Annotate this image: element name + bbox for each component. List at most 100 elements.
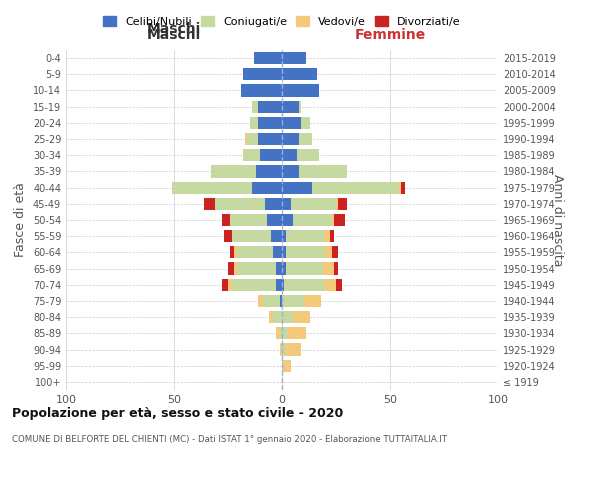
Bar [290, 198, 336, 210]
Bar [286, 246, 325, 258]
Bar [243, 68, 282, 80]
Bar [299, 133, 312, 145]
Text: Popolazione per età, sesso e stato civile - 2020: Popolazione per età, sesso e stato civil… [12, 408, 343, 420]
Bar [172, 182, 252, 194]
Bar [282, 214, 293, 226]
Bar [293, 214, 332, 226]
Bar [258, 133, 282, 145]
Bar [329, 230, 334, 242]
Bar [228, 278, 232, 291]
Bar [274, 311, 282, 323]
Bar [252, 182, 282, 194]
Text: Maschi: Maschi [147, 28, 201, 42]
Bar [304, 295, 321, 307]
Bar [263, 295, 280, 307]
Bar [245, 133, 247, 145]
Bar [250, 117, 258, 129]
Bar [325, 246, 332, 258]
Bar [282, 262, 286, 274]
Bar [228, 262, 235, 274]
Bar [275, 262, 282, 274]
Bar [336, 198, 338, 210]
Bar [299, 100, 301, 112]
Bar [282, 182, 312, 194]
Bar [211, 166, 256, 177]
Bar [258, 117, 282, 129]
Bar [221, 278, 228, 291]
Bar [398, 182, 401, 194]
Bar [232, 278, 275, 291]
Text: Femmine: Femmine [355, 28, 425, 42]
Bar [282, 198, 290, 210]
Bar [282, 52, 306, 64]
Bar [254, 52, 282, 64]
Bar [284, 360, 290, 372]
Bar [284, 278, 325, 291]
Bar [286, 262, 323, 274]
Bar [282, 360, 284, 372]
Bar [267, 214, 282, 226]
Bar [282, 278, 284, 291]
Bar [286, 344, 301, 355]
Bar [274, 246, 282, 258]
Bar [299, 166, 347, 177]
Bar [282, 295, 304, 307]
Bar [256, 166, 282, 177]
Bar [289, 328, 306, 340]
Bar [275, 278, 282, 291]
Bar [334, 214, 344, 226]
Bar [275, 328, 280, 340]
Text: Maschi: Maschi [147, 22, 201, 36]
Bar [252, 100, 258, 112]
Bar [325, 230, 329, 242]
Bar [282, 166, 299, 177]
Bar [269, 311, 274, 323]
Bar [312, 182, 398, 194]
Bar [332, 214, 334, 226]
Bar [282, 100, 299, 112]
Bar [204, 198, 215, 210]
Bar [271, 230, 282, 242]
Bar [336, 278, 343, 291]
Bar [236, 262, 275, 274]
Bar [280, 295, 282, 307]
Bar [325, 278, 336, 291]
Bar [286, 230, 325, 242]
Y-axis label: Anni di nascita: Anni di nascita [551, 174, 564, 266]
Legend: Celibi/Nubili, Coniugati/e, Vedovi/e, Divorziati/e: Celibi/Nubili, Coniugati/e, Vedovi/e, Di… [99, 12, 465, 31]
Bar [265, 198, 282, 210]
Bar [235, 262, 236, 274]
Bar [282, 311, 293, 323]
Bar [230, 246, 235, 258]
Bar [338, 198, 347, 210]
Bar [232, 230, 271, 242]
Bar [243, 149, 260, 162]
Bar [401, 182, 405, 194]
Bar [282, 133, 299, 145]
Bar [258, 295, 263, 307]
Bar [258, 100, 282, 112]
Bar [235, 246, 236, 258]
Bar [282, 68, 317, 80]
Bar [224, 230, 232, 242]
Bar [236, 246, 274, 258]
Bar [282, 344, 286, 355]
Bar [297, 149, 319, 162]
Bar [221, 214, 230, 226]
Bar [241, 84, 282, 96]
Bar [247, 133, 258, 145]
Bar [293, 311, 310, 323]
Bar [215, 198, 265, 210]
Bar [323, 262, 334, 274]
Bar [282, 328, 289, 340]
Y-axis label: Fasce di età: Fasce di età [14, 182, 27, 258]
Bar [282, 117, 301, 129]
Bar [332, 246, 338, 258]
Bar [282, 230, 286, 242]
Bar [280, 328, 282, 340]
Bar [301, 117, 310, 129]
Text: COMUNE DI BELFORTE DEL CHIENTI (MC) - Dati ISTAT 1° gennaio 2020 - Elaborazione : COMUNE DI BELFORTE DEL CHIENTI (MC) - Da… [12, 435, 447, 444]
Bar [260, 149, 282, 162]
Bar [282, 149, 297, 162]
Bar [282, 84, 319, 96]
